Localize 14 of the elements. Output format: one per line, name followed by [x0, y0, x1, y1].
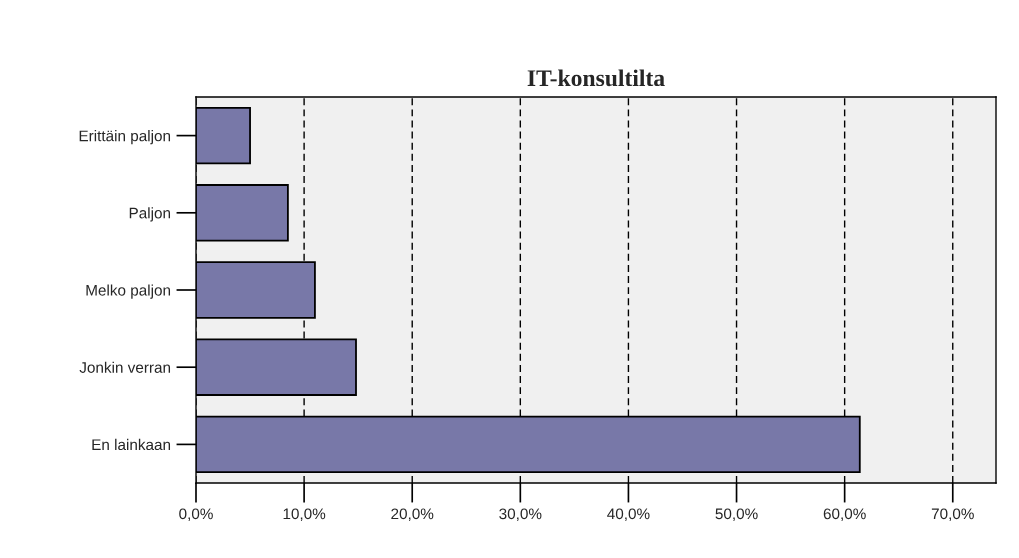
y-tick-label: Melko paljon: [86, 284, 171, 299]
x-tick-label: 70,0%: [931, 508, 974, 522]
y-tick-label: Jonkin verran: [79, 361, 171, 373]
x-tick-label: 40,0%: [607, 508, 650, 522]
x-tick-label: 0,0%: [179, 508, 213, 522]
x-tick-label: 30,0%: [499, 508, 542, 522]
y-tick-label: Paljon: [129, 207, 171, 222]
x-tick-label: 50,0%: [715, 508, 758, 522]
x-tick-label: 20,0%: [391, 508, 434, 522]
y-tick-label: En lainkaan: [92, 438, 171, 451]
chart-title: IT-konsultilta: [527, 69, 665, 87]
y-tick-label: Erittäin paljon: [79, 130, 171, 145]
x-tick-label: 60,0%: [823, 508, 866, 522]
x-tick-label: 10,0%: [283, 508, 326, 522]
